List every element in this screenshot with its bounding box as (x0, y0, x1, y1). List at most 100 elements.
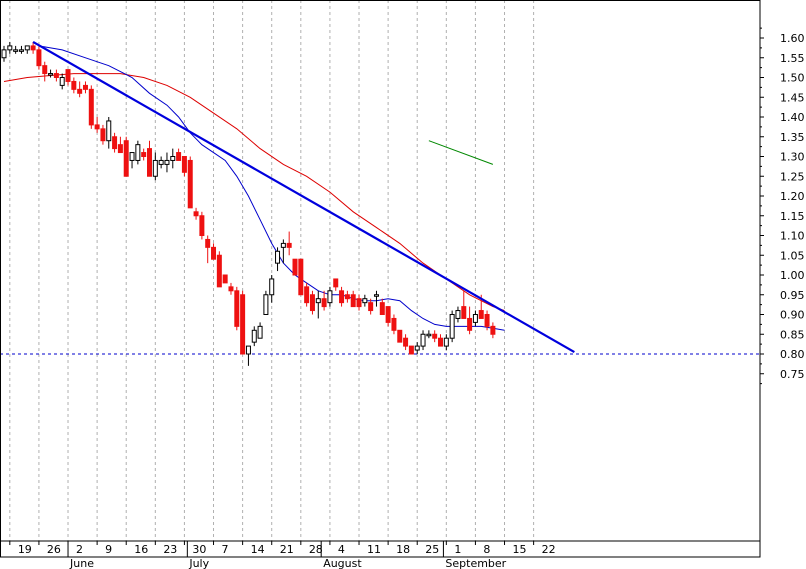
x-tick-label: 18 (396, 543, 410, 556)
candle-body-3 (18, 49, 24, 52)
candle-body-57 (333, 278, 339, 288)
y-tick-label: 1.55 (780, 52, 805, 65)
candle-body-43 (251, 329, 257, 343)
ma-red-line (3, 73, 505, 312)
x-tick-label: 2 (76, 543, 83, 556)
month-label: June (69, 557, 94, 569)
candle-body-61 (356, 298, 362, 308)
candle-body-39 (228, 286, 234, 292)
x-tick-label: 16 (134, 543, 148, 556)
candle-body-17 (100, 128, 106, 142)
candle-body-65 (379, 302, 385, 315)
annotation-lines (428, 140, 494, 165)
candle-body-4 (24, 45, 30, 51)
month-label: September (445, 557, 506, 569)
candle-body-55 (321, 298, 327, 308)
candle-body-76 (443, 337, 449, 347)
month-label: July (188, 557, 209, 569)
x-tick-label: 9 (105, 543, 112, 556)
x-tick-label: 1 (454, 543, 461, 556)
candle-body-11 (65, 69, 71, 82)
candle-body-22 (129, 152, 135, 161)
candle-body-46 (269, 278, 275, 296)
candle-body-63 (368, 302, 374, 312)
moving-average-red (3, 73, 505, 312)
candle-body-80 (467, 317, 473, 331)
x-tick-label: 26 (47, 543, 61, 556)
y-tick-label: 1.15 (780, 210, 805, 223)
candle-body-45 (263, 294, 269, 315)
candle-body-56 (327, 290, 333, 304)
candle-body-44 (257, 325, 263, 339)
candle-body-29 (170, 156, 176, 161)
candle-body-73 (426, 333, 432, 337)
candle-body-8 (48, 73, 54, 76)
candle-body-64 (373, 294, 379, 297)
candle-body-35 (205, 238, 211, 248)
y-tick-label: 1.20 (780, 190, 805, 203)
y-tick-label: 0.95 (780, 289, 805, 302)
y-tick-label: 1.35 (780, 131, 805, 144)
candlesticks (1, 41, 496, 366)
candle-body-12 (71, 80, 77, 90)
candle-body-41 (240, 294, 246, 355)
candle-body-70 (408, 345, 414, 355)
candle-body-38 (222, 274, 228, 284)
candle-body-15 (88, 88, 94, 126)
y-tick-label: 1.05 (780, 249, 805, 262)
candle-body-48 (280, 242, 286, 248)
candle-body-7 (42, 65, 48, 75)
y-tick-label: 0.75 (780, 368, 805, 381)
candle-body-50 (292, 258, 298, 276)
candle-body-49 (286, 242, 292, 248)
candle-body-6 (36, 49, 42, 67)
candle-body-81 (472, 314, 478, 323)
axes (0, 0, 761, 558)
y-tick-label: 0.85 (780, 328, 805, 341)
x-tick-label: 7 (222, 543, 229, 556)
candle-body-18 (106, 120, 112, 142)
candle-body-67 (391, 317, 397, 331)
candle-body-0 (1, 49, 7, 59)
candle-body-9 (53, 73, 59, 79)
candle-body-21 (123, 140, 129, 177)
candle-body-25 (147, 148, 152, 177)
candle-body-51 (298, 258, 304, 296)
grid-lines (0, 0, 760, 541)
candle-body-40 (234, 290, 240, 327)
x-tick-label: 4 (338, 543, 345, 556)
candle-body-75 (438, 337, 443, 347)
x-tick-label: 11 (367, 543, 381, 556)
candle-body-78 (455, 310, 461, 319)
y-tick-label: 1.60 (780, 32, 805, 45)
candle-body-27 (158, 159, 164, 165)
candle-body-33 (193, 211, 199, 217)
candle-body-34 (199, 215, 205, 236)
candle-body-32 (187, 159, 193, 209)
candle-body-23 (135, 144, 141, 161)
candle-body-52 (304, 286, 310, 304)
candle-body-24 (141, 152, 147, 158)
candle-body-60 (350, 294, 356, 308)
candle-body-28 (164, 159, 170, 165)
y-tick-label: 1.50 (780, 72, 805, 85)
candle-body-1 (7, 45, 13, 51)
candle-body-13 (77, 88, 83, 94)
x-tick-label: 28 (309, 543, 323, 556)
x-tick-label: 21 (280, 543, 294, 556)
candle-body-66 (385, 306, 391, 323)
candle-body-62 (362, 298, 368, 304)
candle-body-14 (82, 84, 88, 90)
candle-body-77 (449, 314, 455, 339)
y-tick-label: 1.30 (780, 151, 805, 164)
candle-body-79 (461, 306, 467, 319)
candle-body-31 (181, 156, 187, 173)
y-tick-label: 0.90 (780, 309, 805, 322)
candle-body-53 (309, 294, 315, 312)
candle-body-72 (420, 333, 426, 347)
y-tick-label: 1.40 (780, 111, 805, 124)
candle-body-68 (397, 329, 403, 343)
candle-body-5 (30, 45, 36, 51)
plot-frame (0, 0, 761, 558)
